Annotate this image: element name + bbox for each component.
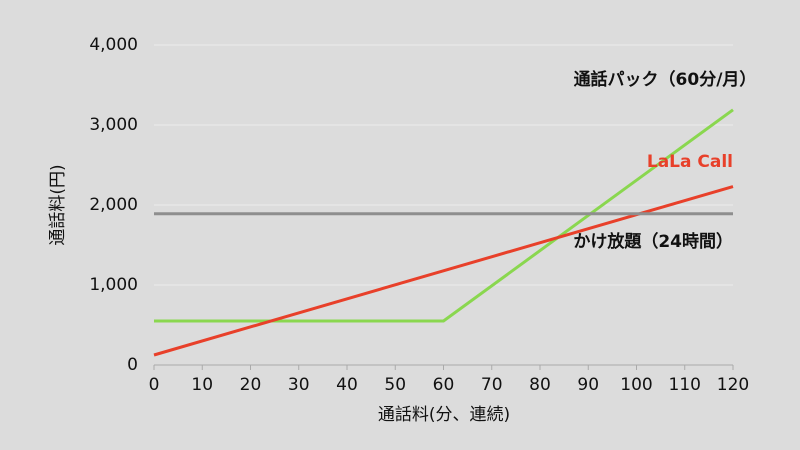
x-axis-title: 通話料(分、連続)	[378, 405, 510, 425]
x-tick-label: 60	[433, 375, 455, 395]
series-label: LaLa Call	[647, 152, 733, 172]
x-tick-label: 120	[717, 375, 749, 395]
x-tick-label: 110	[669, 375, 701, 395]
x-tick-label: 10	[191, 375, 213, 395]
series-label: 通話パック（60分/月）	[574, 69, 757, 90]
series-line	[154, 108, 734, 323]
y-tick-label: 2,000	[89, 195, 138, 215]
x-tick-label: 20	[240, 375, 262, 395]
x-tick-label: 30	[288, 375, 310, 395]
series-label: かけ放題（24時間）	[573, 231, 733, 252]
x-tick-label: 0	[149, 375, 160, 395]
y-tick-label: 1,000	[89, 275, 138, 295]
x-tick-label: 40	[336, 375, 358, 395]
y-tick-label: 3,000	[89, 115, 138, 135]
x-tick-label: 90	[577, 375, 599, 395]
x-tick-label: 100	[620, 375, 652, 395]
y-tick-label: 4,000	[89, 35, 138, 55]
y-tick-label: 0	[127, 355, 138, 375]
x-tick-label: 50	[384, 375, 406, 395]
x-tick-label: 70	[481, 375, 503, 395]
y-axis-title: 通話料(円)	[48, 164, 68, 245]
x-tick-label: 80	[529, 375, 551, 395]
